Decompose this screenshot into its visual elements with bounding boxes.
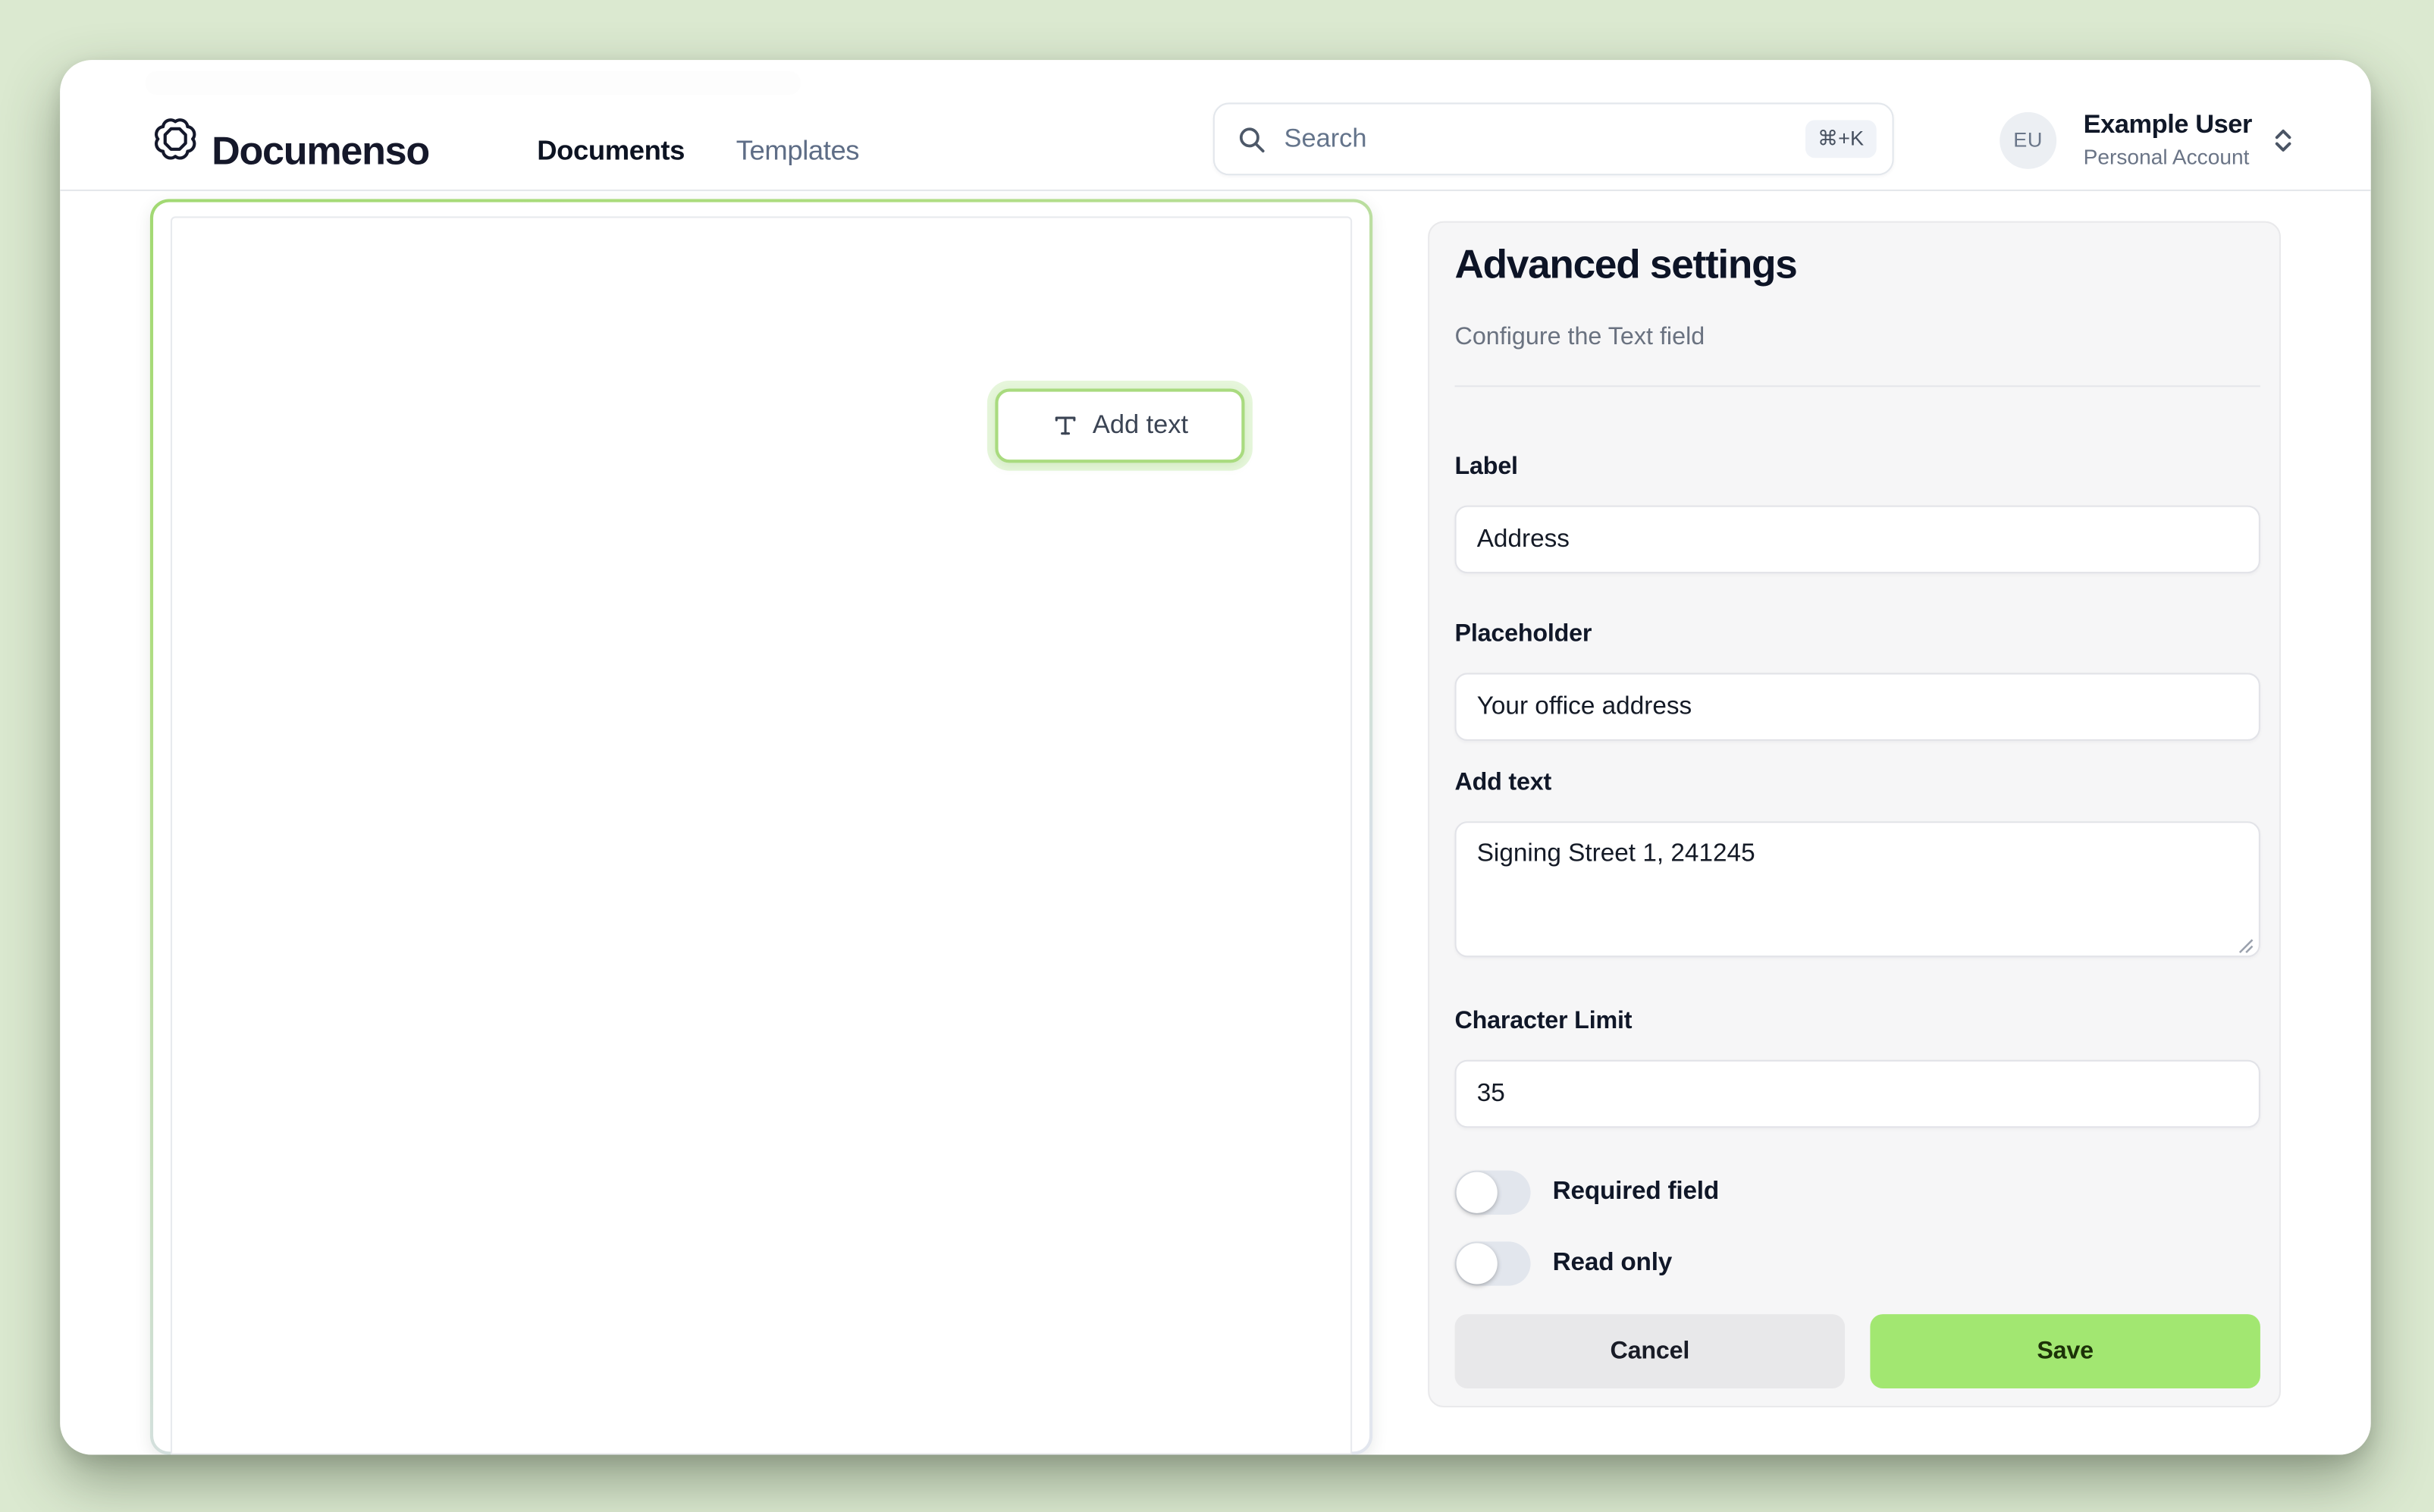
read-only-row: Read only	[1454, 1241, 1673, 1286]
read-only-toggle[interactable]	[1454, 1241, 1531, 1286]
panel-divider	[1454, 385, 2260, 387]
read-only-label: Read only	[1552, 1249, 1673, 1277]
document-container	[149, 199, 1372, 1455]
placeholder-field-input[interactable]	[1454, 673, 2260, 741]
toggle-knob	[1456, 1243, 1498, 1285]
label-field-input[interactable]	[1454, 505, 2260, 574]
user-text: Example User Personal Account	[2083, 110, 2253, 169]
avatar: EU	[2000, 111, 2057, 168]
user-menu[interactable]: EU Example User Personal Account	[2000, 111, 2294, 169]
cancel-button[interactable]: Cancel	[1454, 1314, 1846, 1389]
app-window: Add text Documenso Documents Templates S…	[60, 60, 2371, 1455]
search-input[interactable]: Search ⌘+K	[1212, 102, 1894, 176]
character-limit-label: Character Limit	[1454, 1008, 1633, 1035]
label-field-label: Label	[1454, 453, 1518, 481]
required-field-label: Required field	[1552, 1178, 1720, 1206]
advanced-settings-panel: Advanced settings Configure the Text fie…	[1428, 221, 2281, 1408]
nav-templates[interactable]: Templates	[736, 134, 860, 166]
chevron-up-down-icon	[2275, 128, 2291, 151]
type-icon	[1055, 416, 1075, 435]
character-limit-input[interactable]	[1454, 1059, 2260, 1128]
panel-subtitle: Configure the Text field	[1454, 324, 1705, 351]
panel-title: Advanced settings	[1454, 243, 1798, 288]
add-text-field-button[interactable]: Add text	[995, 388, 1245, 463]
brand-name[interactable]: Documenso	[212, 129, 430, 174]
search-icon	[1239, 127, 1265, 152]
search-placeholder: Search	[1284, 124, 1367, 153]
add-text-field-label: Add text	[1092, 410, 1189, 440]
add-text-field-textarea[interactable]: Signing Street 1, 241245	[1454, 821, 2260, 958]
toggle-knob	[1456, 1172, 1498, 1213]
save-button[interactable]: Save	[1870, 1314, 2260, 1389]
placeholder-field-label: Placeholder	[1454, 620, 1592, 648]
nav-documents[interactable]: Documents	[537, 134, 685, 166]
header: Documenso Documents Templates Search ⌘+K…	[60, 60, 2371, 192]
documenso-logo-icon	[155, 118, 196, 160]
user-name: Example User	[2083, 110, 2253, 140]
search-shortcut-badge: ⌘+K	[1805, 120, 1877, 158]
add-text-field-form-label: Add text	[1454, 769, 1552, 796]
user-account-type: Personal Account	[2083, 145, 2250, 169]
textarea-resize-handle[interactable]	[2235, 935, 2254, 954]
required-field-row: Required field	[1454, 1170, 1720, 1215]
required-field-toggle[interactable]	[1454, 1170, 1531, 1215]
